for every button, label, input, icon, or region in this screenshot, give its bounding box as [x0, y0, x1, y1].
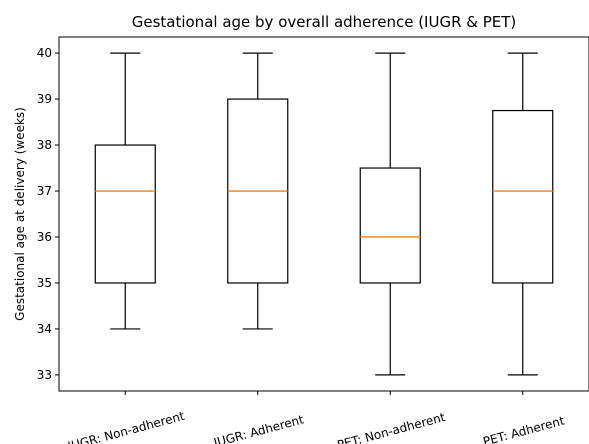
y-tick-label: 40 [37, 46, 52, 60]
plot-area: 33 34 35 36 37 38 39 40 IUGR: Non-adherent IUGR: … [37, 36, 589, 444]
y-tick-label: 33 [37, 368, 52, 382]
y-tick-label: 36 [37, 230, 52, 244]
x-tick-label: PET: Non-adherent [336, 410, 447, 444]
x-tick-label: IUGR: Non-adherent [66, 409, 186, 444]
y-tick-label: 35 [37, 276, 52, 290]
y-axis-label: Gestational age at delivery (weeks) [13, 107, 27, 321]
x-tick-label: IUGR: Adherent [212, 412, 305, 444]
y-tick-label: 39 [37, 92, 52, 106]
axes-frame [58, 36, 589, 392]
y-tick-label: 38 [37, 138, 52, 152]
y-tick-label: 37 [37, 184, 52, 198]
box [492, 109, 554, 284]
box [94, 144, 156, 284]
box [359, 167, 421, 284]
x-tick-label: PET: Adherent [482, 413, 567, 444]
chart-title: Gestational age by overall adherence (IU… [132, 13, 517, 31]
y-tick-label: 34 [37, 322, 52, 336]
